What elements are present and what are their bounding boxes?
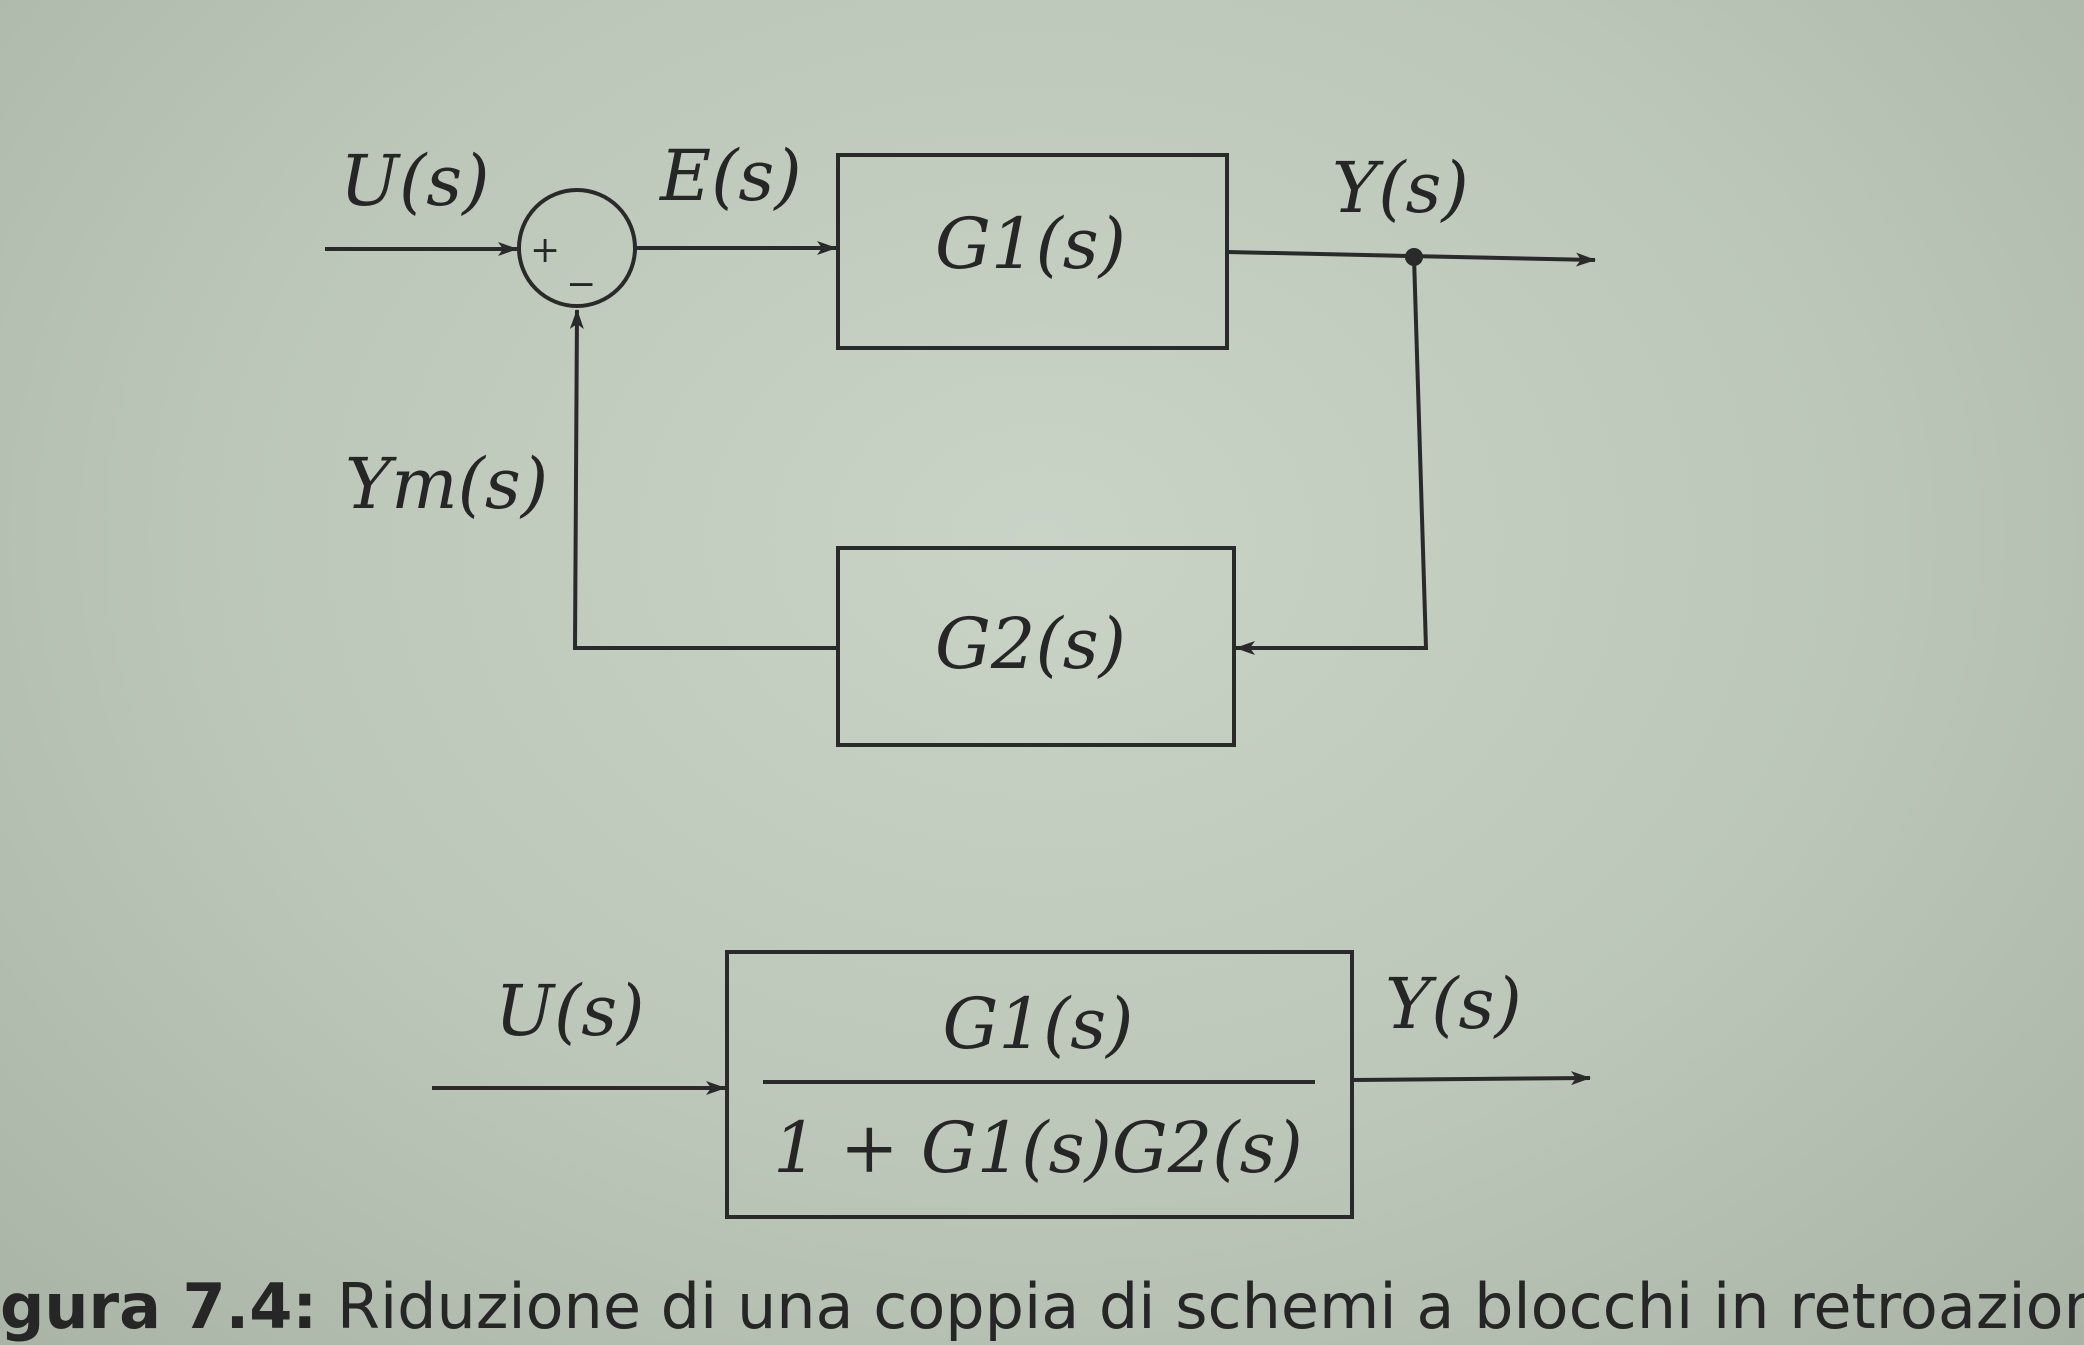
figure-caption: gura 7.4: Riduzione di una coppia di sch… (0, 1270, 2084, 1345)
reduced-input-label: U(s) (495, 970, 645, 1052)
caption-prefix: gura 7.4: (0, 1270, 318, 1343)
feedback-path-return (569, 309, 838, 650)
fraction-denominator: 1 + G1(s)G2(s) (773, 1107, 1303, 1189)
fraction-numerator: G1(s) (943, 983, 1134, 1065)
g1-block-label: G1(s) (935, 203, 1126, 285)
reduced-block (725, 950, 1354, 1219)
g2-block-label: G2(s) (935, 603, 1126, 685)
top-input-label: U(s) (340, 140, 490, 222)
feedback-path-down (1235, 256, 1429, 655)
summer-minus-sign: − (566, 264, 596, 305)
reduced-output-arrow (1351, 1071, 1591, 1086)
error-label: E(s) (658, 135, 802, 217)
top-output-label: Y(s) (1332, 147, 1469, 229)
summer-plus-sign: + (530, 230, 560, 271)
feedback-label: Ym(s) (345, 443, 548, 525)
reduced-diagram: U(s) Y(s) G1(s) 1 + G1(s)G2(s) (432, 950, 1591, 1219)
forward-block-g1 (836, 153, 1229, 350)
feedback-diagram: + − U(s) E(s) Y(s) Ym(s) G1(s) G2(s) (325, 135, 1596, 747)
reduced-output-label: Y(s) (1385, 963, 1522, 1045)
caption-text: Riduzione di una coppia di schemi a bloc… (336, 1270, 2084, 1343)
